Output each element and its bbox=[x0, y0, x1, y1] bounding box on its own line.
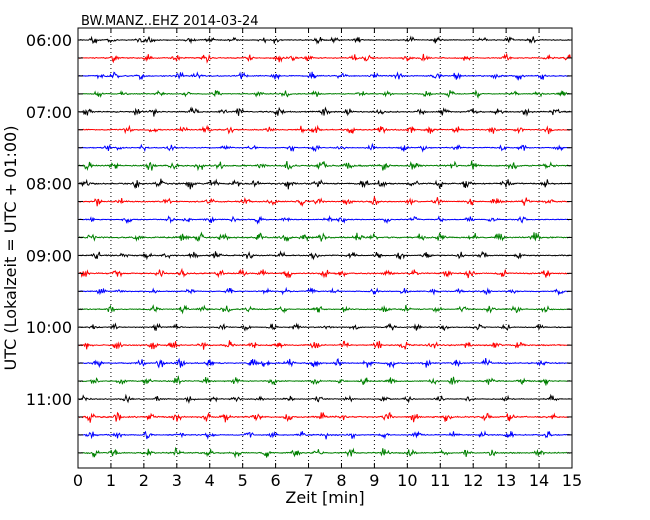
x-tick-label: 7 bbox=[303, 471, 313, 490]
trace-1115 bbox=[78, 411, 571, 423]
x-tick-label: 13 bbox=[496, 471, 516, 490]
y-tick-label: 10:00 bbox=[26, 318, 72, 337]
trace-0600 bbox=[78, 35, 571, 45]
trace-1100 bbox=[78, 393, 571, 405]
trace-0645 bbox=[78, 89, 571, 99]
trace-0745 bbox=[78, 160, 571, 172]
x-tick-label: 10 bbox=[397, 471, 417, 490]
trace-0800 bbox=[78, 178, 571, 190]
y-tick-label: 11:00 bbox=[26, 390, 72, 409]
x-tick-label: 5 bbox=[238, 471, 248, 490]
x-tick-label: 6 bbox=[271, 471, 281, 490]
plot-frame bbox=[77, 27, 573, 469]
y-tick-label: 06:00 bbox=[26, 31, 72, 50]
x-tick-label: 11 bbox=[430, 471, 450, 490]
trace-0615 bbox=[78, 52, 571, 64]
x-tick-label: 1 bbox=[106, 471, 116, 490]
chart-title: BW.MANZ..EHZ 2014-03-24 bbox=[81, 14, 259, 29]
trace-1145 bbox=[78, 446, 571, 459]
trace-1000 bbox=[78, 322, 571, 332]
trace-lines bbox=[78, 35, 571, 459]
trace-0930 bbox=[78, 286, 571, 296]
vertical-grid bbox=[110, 28, 540, 468]
trace-1045 bbox=[78, 375, 571, 386]
y-tick-label: 07:00 bbox=[26, 103, 72, 122]
x-tick-label: 8 bbox=[336, 471, 346, 490]
trace-0815 bbox=[78, 195, 571, 207]
x-tick-label: 4 bbox=[205, 471, 215, 490]
y-axis-ticks: 06:00 07:00 08:00 09:00 10:00 11:00 bbox=[26, 31, 572, 454]
y-tick-label: 09:00 bbox=[26, 246, 72, 265]
trace-1030 bbox=[78, 357, 571, 369]
x-tick-label: 3 bbox=[172, 471, 182, 490]
trace-0830 bbox=[78, 215, 571, 225]
trace-0945 bbox=[78, 304, 571, 315]
x-tick-label: 9 bbox=[369, 471, 379, 490]
trace-0715 bbox=[78, 124, 571, 135]
x-tick-label: 14 bbox=[529, 471, 549, 490]
x-axis-ticks: 0 1 2 3 4 5 6 7 8 9 10 11 12 13 14 15 bbox=[73, 28, 582, 490]
trace-0700 bbox=[79, 106, 571, 117]
x-tick-label: 2 bbox=[139, 471, 149, 490]
trace-1130 bbox=[78, 430, 571, 440]
trace-0915 bbox=[78, 267, 571, 279]
trace-0845 bbox=[78, 231, 571, 242]
x-tick-label: 0 bbox=[73, 471, 83, 490]
trace-0630 bbox=[78, 71, 571, 81]
trace-1015 bbox=[78, 340, 571, 350]
trace-0730 bbox=[78, 142, 571, 153]
x-tick-label: 15 bbox=[562, 471, 582, 490]
x-axis-label: Zeit [min] bbox=[285, 488, 364, 507]
trace-0900 bbox=[78, 250, 571, 261]
y-axis-label: UTC (Lokalzeit = UTC + 01:00) bbox=[1, 126, 20, 371]
plot-area bbox=[78, 28, 572, 468]
x-tick-label: 12 bbox=[463, 471, 483, 490]
y-tick-label: 08:00 bbox=[26, 175, 72, 194]
